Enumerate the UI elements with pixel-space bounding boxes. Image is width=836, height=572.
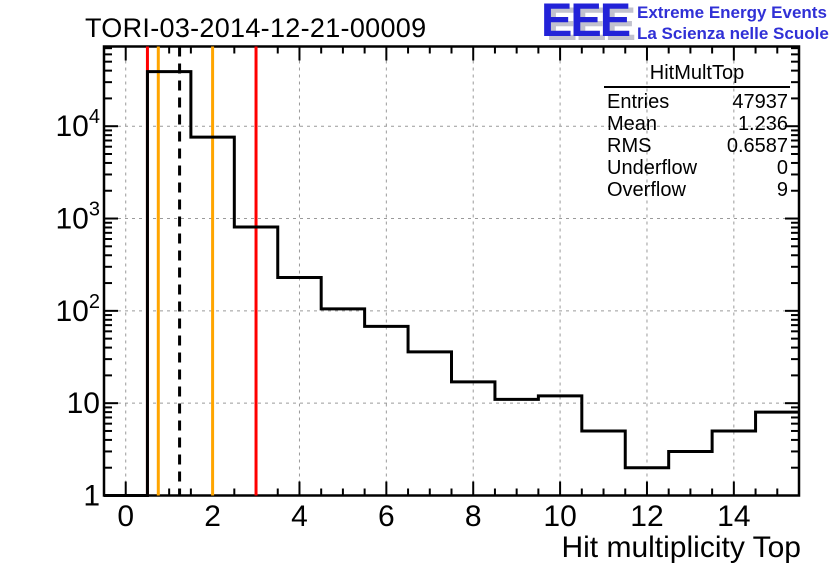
stats-label: Overflow bbox=[607, 178, 686, 201]
stats-rows: Entries 47937 Mean 1.236 RMS 0.6587 Unde… bbox=[604, 88, 790, 201]
eee-logo-acronym: EEE bbox=[541, 0, 631, 46]
svg-text:1: 1 bbox=[83, 480, 100, 513]
svg-text:10: 10 bbox=[543, 500, 576, 533]
stats-value: 0.6587 bbox=[726, 134, 788, 157]
svg-text:0: 0 bbox=[117, 500, 134, 533]
stats-value: 1.236 bbox=[737, 112, 788, 135]
stats-label: Mean bbox=[607, 112, 658, 135]
stats-label: Entries bbox=[607, 90, 670, 113]
marker-lines-layer bbox=[145, 46, 258, 496]
stats-label: Underflow bbox=[607, 156, 698, 179]
svg-text:4: 4 bbox=[291, 500, 308, 533]
stats-row-underflow: Underflow 0 bbox=[604, 157, 790, 179]
svg-text:2: 2 bbox=[204, 500, 221, 533]
svg-text:12: 12 bbox=[630, 500, 663, 533]
stats-row-rms: RMS 0.6587 bbox=[604, 135, 790, 157]
stats-row-entries: Entries 47937 bbox=[604, 91, 790, 113]
stats-label: RMS bbox=[607, 134, 652, 157]
eee-logo-line2: La Scienza nelle Scuole bbox=[637, 24, 829, 43]
svg-text:6: 6 bbox=[378, 500, 395, 533]
svg-text:102: 102 bbox=[56, 291, 101, 328]
stats-row-overflow: Overflow 9 bbox=[604, 179, 790, 201]
stats-value: 9 bbox=[776, 178, 788, 201]
stats-row-mean: Mean 1.236 bbox=[604, 113, 790, 135]
svg-text:10: 10 bbox=[67, 387, 100, 420]
stats-value: 0 bbox=[776, 156, 788, 179]
plot-title: TORI-03-2014-12-21-00009 bbox=[85, 13, 427, 43]
axis-label-layer: 0 2 4 6 8 10 12 14 1 10 102 103 104 Hit multiplicity … bbox=[56, 106, 802, 564]
svg-text:104: 104 bbox=[56, 106, 101, 143]
stats-value: 47937 bbox=[732, 90, 788, 113]
svg-text:14: 14 bbox=[717, 500, 750, 533]
stats-title: HitMultTop bbox=[604, 61, 790, 88]
x-axis-title: Hit multiplicity Top bbox=[561, 531, 801, 564]
svg-text:103: 103 bbox=[56, 199, 101, 236]
eee-logo-line1: Extreme Energy Events bbox=[637, 3, 827, 22]
eee-logo-text: Extreme Energy Events La Scienza nelle S… bbox=[637, 2, 829, 44]
stats-box: HitMultTop Entries 47937 Mean 1.236 RMS … bbox=[604, 61, 790, 201]
histogram-layer bbox=[104, 70, 799, 497]
eee-logo: EEE Extreme Energy Events La Scienza nel… bbox=[540, 0, 836, 46]
svg-text:8: 8 bbox=[465, 500, 482, 533]
